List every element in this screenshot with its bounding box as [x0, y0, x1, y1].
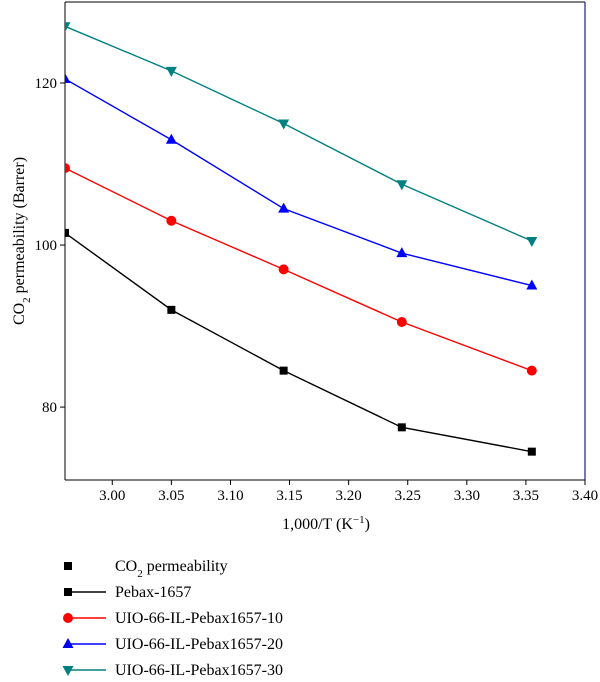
- legend-marker: [63, 613, 73, 623]
- series-3: [65, 72, 538, 290]
- data-point: [65, 72, 71, 83]
- legend-item: UIO-66-IL-Pebax1657-10: [63, 610, 283, 627]
- data-point: [278, 119, 290, 130]
- legend-title-marker: [64, 562, 72, 570]
- legend-label: UIO-66-IL-Pebax1657-30: [115, 662, 283, 679]
- series-line: [65, 232, 532, 453]
- x-axis-ticks: 3.00 3.05 3.10 3.15 3.20 3.25 3.30 3.35 3.40: [99, 480, 598, 504]
- legend-marker: [62, 666, 74, 676]
- plot-area: [64, 1, 586, 481]
- data-point: [65, 228, 69, 237]
- data-point: [396, 247, 408, 258]
- data-point: [396, 317, 407, 328]
- y-axis-label: CO2 permeability (Barrer): [11, 157, 33, 325]
- data-point: [165, 66, 177, 77]
- data-point: [526, 237, 538, 247]
- data-point: [527, 447, 536, 456]
- legend-item: UIO-66-IL-Pebax1657-20: [62, 636, 283, 653]
- series-line: [65, 167, 533, 372]
- legend: CO2 permeability Pebax-1657 UIO-66-IL-Peba…: [62, 558, 283, 679]
- data-point: [165, 133, 177, 144]
- x-tick-label: 3.40: [572, 488, 598, 504]
- data-point: [166, 215, 177, 226]
- legend-label: UIO-66-IL-Pebax1657-10: [115, 610, 283, 627]
- x-axis-label: 1,000/T (K−1): [282, 514, 370, 533]
- legend-label: UIO-66-IL-Pebax1657-20: [115, 636, 283, 653]
- y-tick-label: 120: [35, 76, 58, 92]
- data-point: [278, 264, 289, 275]
- data-point: [396, 180, 408, 191]
- legend-label: Pebax-1657: [115, 584, 191, 601]
- y-tick-label: 100: [35, 238, 58, 254]
- series-2: [65, 163, 537, 376]
- x-tick-label: 3.20: [336, 488, 362, 504]
- data-point: [278, 202, 290, 213]
- legend-title: CO2 permeability: [64, 558, 228, 580]
- legend-marker: [64, 588, 72, 596]
- series-1: [65, 228, 536, 456]
- data-point: [65, 22, 71, 33]
- y-axis-ticks: 80 100 120: [35, 76, 65, 416]
- data-point: [526, 279, 538, 290]
- data-point: [279, 366, 288, 375]
- legend-title-text: CO2 permeability: [115, 558, 228, 580]
- series-layer: [65, 22, 538, 456]
- x-tick-label: 3.35: [513, 488, 539, 504]
- legend-item: Pebax-1657: [64, 584, 191, 601]
- legend-marker: [62, 638, 74, 648]
- data-point: [526, 365, 537, 376]
- x-tick-label: 3.00: [99, 488, 125, 504]
- data-point: [397, 423, 406, 432]
- series-line: [65, 25, 533, 242]
- series-4: [65, 22, 538, 247]
- x-tick-label: 3.30: [454, 488, 480, 504]
- x-tick-label: 3.05: [158, 488, 184, 504]
- series-line: [65, 78, 532, 287]
- y-tick-label: 80: [42, 400, 57, 416]
- x-tick-label: 3.25: [395, 488, 421, 504]
- data-point: [65, 163, 70, 174]
- legend-item: UIO-66-IL-Pebax1657-30: [62, 662, 283, 679]
- x-tick-label: 3.15: [276, 488, 302, 504]
- x-tick-label: 3.10: [217, 488, 243, 504]
- data-point: [167, 305, 176, 314]
